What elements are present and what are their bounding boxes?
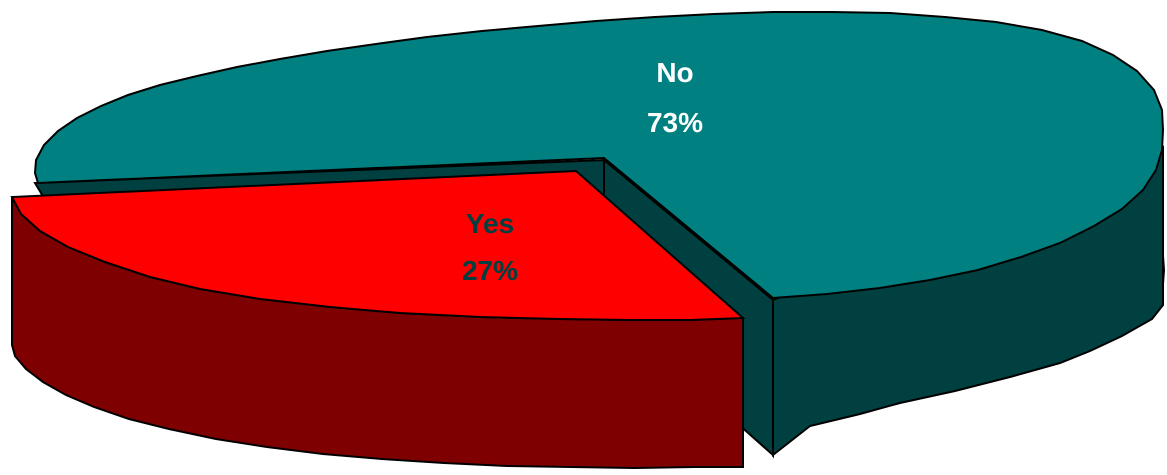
slice-no-value-label: 73% <box>647 107 703 138</box>
slice-yes-label: Yes <box>466 208 514 239</box>
slice-yes <box>10 169 746 470</box>
slice-no-label: No <box>656 57 693 88</box>
slice-yes-top <box>10 169 746 321</box>
slice-yes-value-label: 27% <box>462 255 518 286</box>
slice-no-top <box>33 11 1165 300</box>
